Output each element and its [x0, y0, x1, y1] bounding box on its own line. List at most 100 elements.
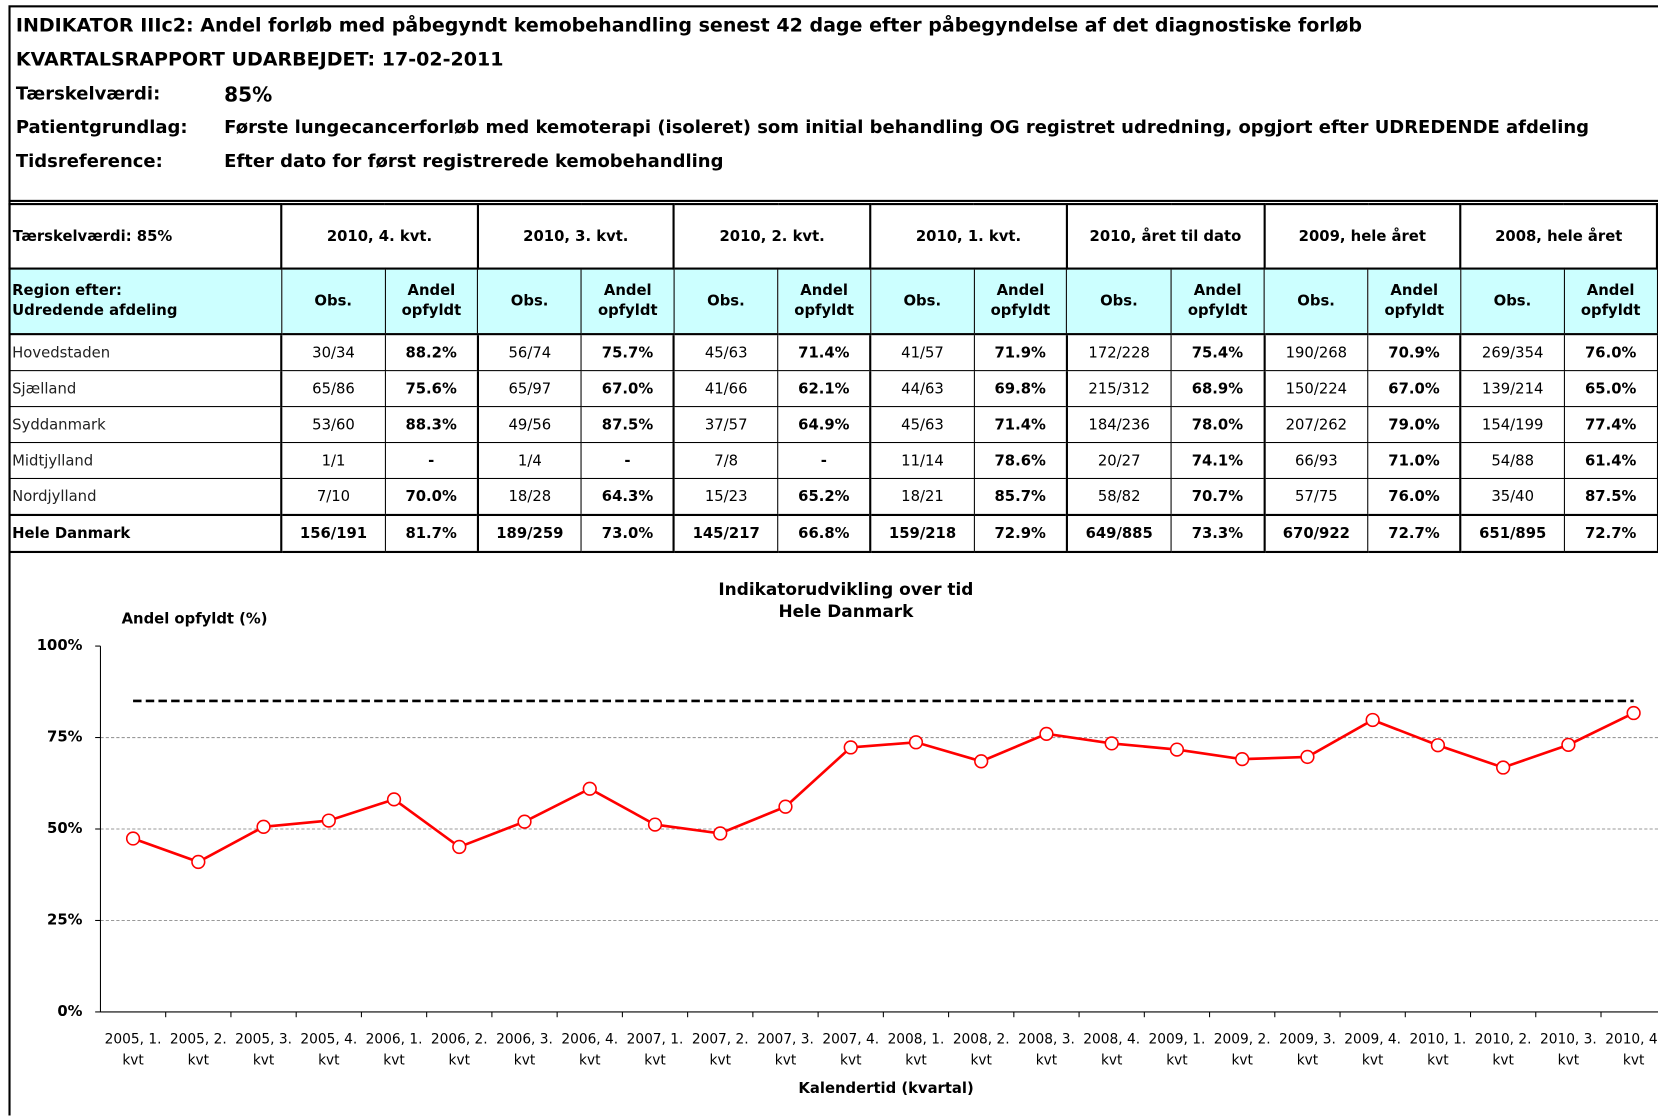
x-tick-label: 2009, 1. kvt — [1149, 1031, 1206, 1068]
field-value: Efter dato for først registrerede kemobe… — [224, 151, 724, 173]
share-cell: 72.7% — [1367, 513, 1462, 554]
share-cell: 87.5% — [1563, 477, 1658, 516]
x-tick-label: 2008, 1. kvt — [888, 1031, 945, 1068]
obs-cell: 651/895 — [1459, 513, 1565, 554]
sub-header: Obs. — [280, 267, 386, 336]
obs-cell: 150/224 — [1263, 370, 1369, 408]
obs-cell: 49/56 — [476, 406, 583, 444]
corner-cell: Tærskelværdi: 85% — [8, 203, 283, 270]
share-cell: 62.1% — [777, 370, 871, 408]
group-header: 2010, året til dato — [1065, 203, 1266, 270]
chart-subtitle: Hele Danmark — [778, 601, 914, 621]
x-tick-label: 2007, 4. kvt — [822, 1031, 879, 1068]
x-axis-label: Kalendertid (kvartal) — [798, 1080, 973, 1097]
obs-cell: 670/922 — [1263, 513, 1369, 554]
x-tick-label: 2010, 2. kvt — [1475, 1031, 1532, 1068]
share-cell: 87.5% — [580, 406, 675, 444]
sub-header: Andel opfyldt — [384, 267, 479, 336]
x-tick-label: 2009, 4. kvt — [1344, 1031, 1401, 1068]
obs-cell: 20/27 — [1065, 441, 1172, 480]
sub-header: Andel opfyldt — [777, 267, 871, 336]
obs-cell: 44/63 — [869, 370, 975, 408]
field-label: Patientgrundlag: — [15, 117, 188, 139]
share-cell: 73.0% — [580, 513, 675, 554]
data-point — [1235, 751, 1250, 767]
chart-title: Indikatorudvikling over tid — [718, 579, 973, 599]
field-value: Første lungecancerforløb med kemoterapi … — [224, 117, 1590, 139]
field-label: Tidsreference: — [15, 151, 163, 173]
sub-header: Obs. — [869, 267, 975, 336]
share-cell: 79.0% — [1367, 406, 1462, 444]
share-cell: 85.7% — [973, 477, 1068, 516]
sub-header: Obs. — [1459, 267, 1565, 336]
x-tick-label: 2010, 1. kvt — [1410, 1031, 1467, 1068]
share-cell: 61.4% — [1563, 441, 1658, 480]
data-point — [582, 781, 597, 796]
share-cell: 88.3% — [384, 406, 479, 444]
obs-cell: 215/312 — [1065, 370, 1172, 408]
y-tick-label: 0% — [57, 1003, 82, 1020]
share-cell: 81.7% — [384, 513, 479, 554]
obs-cell: 269/354 — [1459, 333, 1565, 372]
x-tick-label: 2008, 3. kvt — [1018, 1031, 1075, 1068]
x-tick-label: 2005, 1. kvt — [105, 1031, 162, 1068]
x-tick-label: 2010, 4. kvt — [1605, 1031, 1658, 1068]
data-point — [843, 740, 858, 755]
frame — [8, 5, 1658, 1116]
share-cell: 76.0% — [1563, 333, 1658, 372]
x-tick-label: 2007, 3. kvt — [757, 1031, 814, 1068]
x-tick-label: 2007, 1. kvt — [627, 1031, 684, 1068]
data-row: Hele Danmark 156/191 81.7% 189/259 73.0% 145/… — [8, 513, 1658, 554]
group-header: 2010, 3. kvt. — [476, 203, 676, 270]
sub-header: Obs. — [477, 267, 583, 336]
data-point — [1365, 712, 1380, 728]
share-cell: 70.9% — [1367, 333, 1462, 372]
obs-cell: 53/60 — [280, 406, 386, 444]
obs-cell: 11/14 — [869, 441, 975, 480]
data-point — [452, 839, 467, 855]
obs-cell: 35/40 — [1459, 477, 1565, 516]
group-header: 2010, 1. kvt. — [869, 203, 1068, 270]
share-cell: - — [777, 441, 871, 480]
group-header: 2010, 4. kvt. — [280, 203, 479, 270]
data-point — [778, 799, 793, 814]
share-cell: 70.0% — [384, 477, 479, 516]
data-row: Sjælland 65/86 75.6% 65/97 67.0% 41/66 62.1% 44… — [8, 370, 1658, 408]
obs-cell: 7/8 — [672, 441, 779, 480]
share-cell: 67.0% — [580, 370, 675, 408]
data-point — [386, 792, 402, 807]
region-name: Nordjylland — [8, 477, 282, 516]
report-date: KVARTALSRAPPORT UDARBEJDET: 17-02-2011 — [15, 48, 504, 71]
share-cell: 75.6% — [384, 370, 479, 408]
x-tick-label: 2005, 2. kvt — [170, 1031, 227, 1068]
data-point — [1300, 749, 1315, 765]
x-tick-label: 2006, 4. kvt — [561, 1031, 618, 1068]
field-label: Tærskelværdi: — [15, 83, 161, 105]
sub-header: Andel opfyldt — [973, 267, 1068, 336]
share-cell: 71.4% — [777, 333, 871, 372]
group-header: 2010, 2. kvt. — [672, 203, 872, 270]
obs-cell: 154/199 — [1459, 406, 1565, 444]
share-cell: 78.6% — [973, 441, 1068, 480]
share-cell: 77.4% — [1563, 406, 1658, 444]
share-cell: 66.8% — [777, 513, 871, 554]
obs-cell: 54/88 — [1459, 441, 1565, 480]
obs-cell: 18/21 — [869, 477, 975, 516]
obs-cell: 156/191 — [280, 513, 386, 554]
region-name: Midtjylland — [8, 441, 282, 480]
sub-header: Obs. — [1263, 267, 1369, 336]
obs-cell: 1/1 — [280, 441, 386, 480]
divider — [8, 199, 1658, 202]
obs-cell: 41/57 — [869, 333, 975, 372]
share-cell: - — [384, 441, 479, 480]
share-cell: 75.4% — [1170, 333, 1265, 372]
y-tick-label: 100% — [37, 637, 83, 654]
x-tick-label: 2009, 3. kvt — [1279, 1031, 1336, 1068]
data-row: Midtjylland 1/1-1/4-7/8-11/14 78.6% 20/27 74… — [8, 441, 1658, 480]
obs-cell: 159/218 — [869, 513, 975, 554]
data-point — [974, 754, 989, 769]
x-tick-label: 2008, 2. kvt — [953, 1031, 1010, 1068]
data-point — [1561, 737, 1576, 752]
share-cell: 71.0% — [1367, 441, 1462, 480]
